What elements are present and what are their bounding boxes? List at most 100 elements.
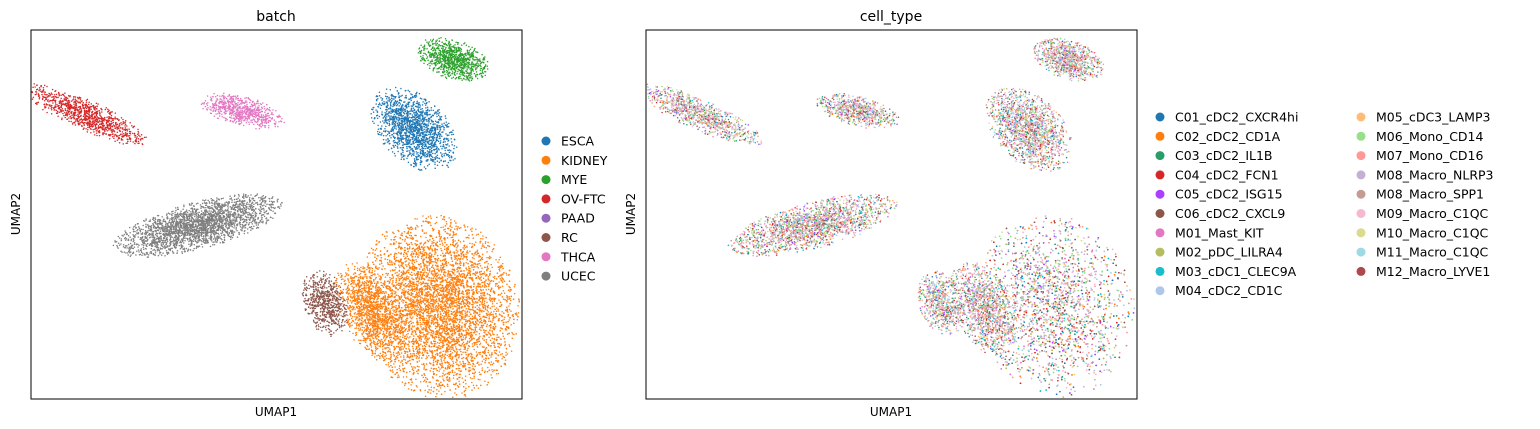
- point: [443, 305, 445, 308]
- point: [430, 253, 433, 256]
- point: [419, 161, 422, 164]
- point: [448, 134, 450, 136]
- point: [421, 122, 423, 125]
- point: [386, 235, 388, 237]
- point: [513, 286, 516, 288]
- point: [422, 133, 424, 136]
- point: [487, 241, 489, 244]
- point: [482, 277, 485, 279]
- point: [450, 159, 452, 162]
- point: [408, 116, 410, 119]
- point: [410, 110, 412, 112]
- point: [383, 100, 385, 103]
- point: [411, 147, 414, 150]
- point: [455, 301, 458, 304]
- point: [384, 120, 386, 122]
- point: [410, 384, 412, 386]
- point: [446, 244, 448, 246]
- point: [410, 152, 412, 155]
- point: [378, 131, 381, 133]
- point: [454, 371, 456, 373]
- point: [388, 100, 391, 102]
- point: [421, 104, 424, 106]
- point: [407, 145, 409, 148]
- point: [392, 103, 395, 105]
- point: [425, 119, 428, 121]
- point: [399, 275, 401, 278]
- point: [465, 387, 467, 390]
- point: [402, 279, 404, 282]
- point: [418, 145, 420, 148]
- point: [395, 102, 398, 104]
- point: [447, 261, 450, 264]
- point: [476, 271, 478, 273]
- point: [407, 308, 410, 310]
- point: [428, 152, 431, 154]
- point: [400, 134, 402, 137]
- point: [470, 324, 472, 327]
- point: [416, 386, 418, 388]
- point: [432, 146, 434, 148]
- point: [434, 123, 436, 125]
- point: [408, 145, 411, 148]
- point: [426, 125, 428, 128]
- point: [424, 154, 426, 157]
- point: [422, 122, 424, 124]
- point: [443, 127, 445, 129]
- point: [386, 101, 388, 103]
- point: [410, 271, 413, 274]
- point: [438, 148, 440, 151]
- point: [434, 259, 437, 261]
- point: [443, 122, 445, 124]
- point: [412, 353, 414, 355]
- point: [443, 137, 446, 140]
- point: [498, 268, 500, 271]
- point: [415, 378, 417, 380]
- point: [386, 105, 389, 107]
- point: [466, 327, 468, 330]
- point: [393, 108, 395, 111]
- point: [456, 252, 458, 254]
- point: [445, 133, 447, 135]
- point: [400, 111, 402, 113]
- point: [411, 153, 414, 155]
- point: [411, 258, 414, 260]
- point: [412, 112, 415, 114]
- point: [467, 347, 469, 350]
- point: [400, 106, 403, 109]
- point: [382, 130, 385, 132]
- point: [411, 114, 414, 116]
- point: [459, 373, 461, 376]
- point: [432, 120, 434, 123]
- point: [381, 99, 383, 101]
- point: [388, 98, 390, 100]
- point: [480, 324, 483, 327]
- point: [366, 268, 368, 271]
- point: [464, 395, 467, 397]
- point: [382, 265, 384, 267]
- point: [424, 155, 426, 158]
- point: [425, 113, 428, 116]
- point: [403, 143, 406, 146]
- point: [422, 376, 425, 379]
- point: [446, 143, 449, 145]
- point: [401, 156, 403, 158]
- point: [422, 215, 424, 217]
- point: [419, 116, 421, 118]
- point: [430, 346, 433, 348]
- point: [428, 120, 430, 123]
- point: [439, 126, 441, 129]
- point: [393, 118, 396, 121]
- point: [415, 140, 418, 143]
- point: [413, 145, 416, 148]
- point: [385, 88, 388, 90]
- point: [386, 109, 388, 111]
- point: [485, 340, 487, 343]
- point: [497, 372, 500, 375]
- point: [437, 112, 439, 115]
- point: [413, 100, 415, 103]
- point: [423, 289, 426, 291]
- point: [389, 104, 392, 107]
- point: [411, 368, 414, 371]
- point: [454, 158, 456, 160]
